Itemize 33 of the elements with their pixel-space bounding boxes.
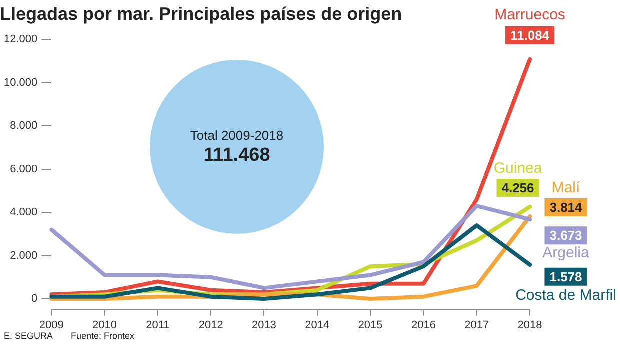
y-tick-label: 0 bbox=[32, 293, 38, 306]
x-tick-label: 2009 bbox=[39, 319, 64, 332]
circle-badge: Total 2009-2018 111.468 bbox=[150, 60, 324, 234]
x-tick-label: 2016 bbox=[411, 319, 436, 332]
x-tick-label: 2015 bbox=[358, 319, 383, 332]
x-tick-label: 2012 bbox=[198, 319, 224, 332]
annotation: 111.468 bbox=[204, 144, 270, 166]
y-tick-label: 6.000 bbox=[10, 163, 38, 176]
source-note: Fuente: Frontex bbox=[71, 331, 135, 341]
y-tick-label: 12.000 bbox=[4, 34, 38, 46]
text: E. SEGURA bbox=[4, 331, 54, 341]
x-tick-label: 2014 bbox=[305, 319, 330, 332]
x-tick-label: 2011 bbox=[146, 319, 170, 332]
y-tick-label: 8.000 bbox=[10, 120, 38, 132]
y-tick-label: 10.000 bbox=[4, 76, 38, 89]
data-label: 11.084 bbox=[510, 28, 550, 43]
text: Guinea bbox=[494, 160, 543, 178]
annotation: Total 2009-2018 bbox=[190, 128, 284, 142]
data-label: 3.673 bbox=[550, 228, 582, 244]
y-tick-label: 2.000 bbox=[10, 250, 38, 262]
legend-label: Argelia bbox=[542, 244, 590, 262]
data-label: 4.256 bbox=[502, 180, 534, 196]
y-tick-label: 4.000 bbox=[10, 206, 38, 219]
legend-label: Costa de Marfil bbox=[516, 287, 616, 304]
x-tick-label: 2017 bbox=[464, 319, 490, 332]
chart-title: Llegadas por mar. Principales países de origen bbox=[0, 4, 402, 24]
x-tick-label: 2013 bbox=[252, 319, 276, 332]
data-label: 3.814 bbox=[550, 200, 584, 216]
series-label: Malí bbox=[552, 180, 581, 197]
text: Marruecos bbox=[494, 6, 566, 24]
x-tick-label: 2010 bbox=[92, 319, 118, 332]
data-label: 1.578 bbox=[550, 269, 582, 284]
x-tick-label: 2018 bbox=[518, 319, 542, 332]
